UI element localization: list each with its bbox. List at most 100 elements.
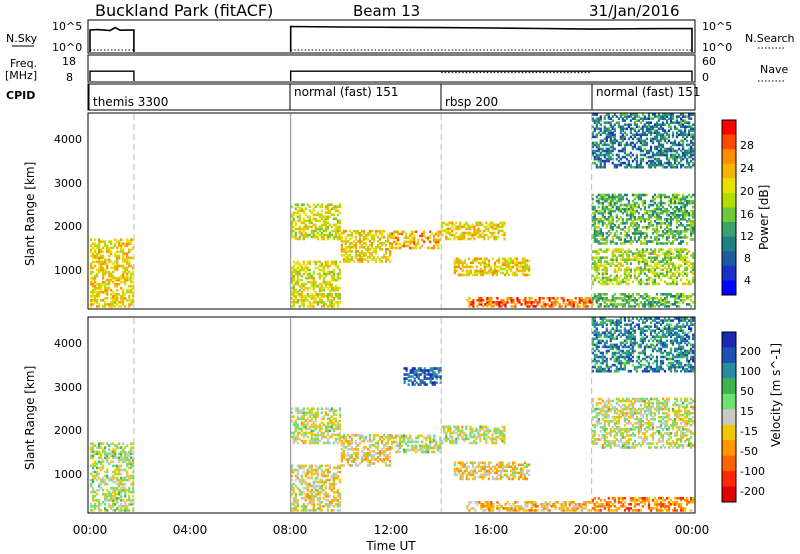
- data-cell: [116, 507, 119, 510]
- data-cell: [645, 228, 648, 231]
- data-cell: [635, 258, 638, 261]
- data-cell: [437, 238, 440, 242]
- data-cell: [292, 490, 295, 494]
- data-cell: [619, 303, 622, 306]
- data-cell: [643, 123, 646, 126]
- data-cell: [625, 115, 628, 118]
- data-cell: [116, 486, 119, 490]
- data-cell: [609, 232, 612, 235]
- data-cell: [631, 147, 634, 151]
- data-cell: [692, 143, 695, 147]
- data-cell: [126, 262, 129, 266]
- data-cell: [106, 290, 109, 294]
- data-cell: [92, 474, 95, 478]
- data-cell: [326, 492, 329, 496]
- data-cell: [623, 123, 626, 126]
- data-cell: [294, 211, 297, 214]
- data-cell: [312, 501, 315, 504]
- data-cell: [637, 165, 640, 169]
- data-cell: [330, 260, 333, 264]
- data-cell: [324, 282, 327, 286]
- data-cell: [94, 299, 97, 302]
- data-cell: [338, 413, 341, 416]
- data-cell: [629, 155, 632, 159]
- data-cell: [332, 272, 335, 276]
- data-cell: [690, 228, 693, 231]
- data-cell: [673, 139, 677, 143]
- power-ytick-3000: 3000: [54, 177, 82, 190]
- data-cell: [653, 147, 657, 151]
- data-cell: [595, 299, 598, 302]
- data-cell: [465, 263, 468, 267]
- data-cell: [621, 195, 624, 199]
- data-cell: [118, 456, 121, 460]
- data-cell: [629, 240, 632, 243]
- data-cell: [690, 155, 693, 159]
- data-cell: [296, 262, 299, 266]
- data-cell: [528, 267, 531, 271]
- data-cell: [322, 278, 325, 282]
- data-cell: [122, 250, 125, 254]
- data-cell: [667, 230, 671, 233]
- data-cell: [609, 274, 612, 278]
- data-cell: [132, 494, 135, 498]
- data-cell: [615, 165, 618, 169]
- data-cell: [114, 470, 117, 474]
- data-cell: [290, 280, 293, 284]
- power-ytick-1000: 1000: [54, 264, 82, 277]
- data-cell: [310, 435, 313, 439]
- data-cell: [348, 229, 352, 233]
- data-cell: [300, 482, 303, 486]
- data-cell: [120, 450, 123, 454]
- data-cell: [536, 303, 539, 306]
- data-cell: [623, 115, 626, 118]
- data-cell: [114, 476, 117, 480]
- data-cell: [657, 143, 661, 147]
- data-cell: [114, 468, 117, 472]
- data-cell: [435, 232, 438, 236]
- data-cell: [647, 278, 651, 282]
- data-cell: [659, 203, 663, 207]
- data-cell: [302, 229, 305, 233]
- data-cell: [310, 429, 313, 433]
- data-cell: [469, 269, 472, 273]
- data-cell: [607, 220, 610, 223]
- data-cell: [120, 458, 123, 462]
- data-cell: [326, 503, 329, 506]
- data-cell: [530, 301, 533, 304]
- data-cell: [449, 221, 452, 225]
- data-cell: [661, 272, 665, 276]
- data-cell: [595, 155, 598, 159]
- data-cell: [651, 199, 655, 203]
- data-cell: [324, 295, 327, 298]
- data-cell: [304, 235, 307, 239]
- data-cell: [673, 125, 677, 129]
- data-cell: [423, 234, 426, 238]
- data-cell: [578, 301, 581, 304]
- data-cell: [678, 161, 681, 165]
- data-cell: [663, 207, 667, 211]
- data-cell: [116, 250, 119, 254]
- data-cell: [639, 232, 642, 235]
- data-cell: [641, 280, 644, 284]
- data-cell: [586, 297, 589, 300]
- data-cell: [671, 280, 675, 284]
- data-cell: [506, 299, 509, 302]
- data-cell: [619, 125, 622, 129]
- data-cell: [669, 256, 673, 259]
- data-cell: [290, 407, 293, 410]
- data-cell: [300, 274, 303, 278]
- data-cell: [680, 213, 683, 217]
- data-cell: [324, 468, 327, 472]
- data-cell: [599, 193, 602, 197]
- data-cell: [290, 301, 293, 304]
- data-cell: [678, 305, 681, 308]
- data-cell: [633, 165, 636, 169]
- data-cell: [413, 246, 416, 250]
- data-cell: [491, 221, 494, 225]
- data-cell: [665, 256, 669, 259]
- data-cell: [368, 256, 372, 259]
- data-cell: [338, 301, 341, 304]
- data-cell: [312, 425, 315, 429]
- data-cell: [617, 250, 620, 253]
